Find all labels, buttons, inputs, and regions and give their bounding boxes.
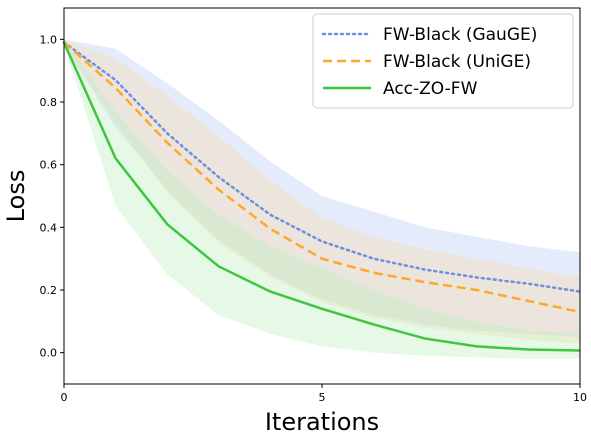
band-series-0 <box>64 39 580 337</box>
x-tick-label: 0 <box>61 391 68 404</box>
legend-box <box>312 13 574 109</box>
y-tick-label: 1.0 <box>40 33 58 46</box>
x-tick-label: 10 <box>573 391 587 404</box>
legend-label-0: FW-Black (GauGE) <box>383 25 537 45</box>
x-axis-ticks: 0 5 10 <box>61 384 587 404</box>
line-series-1 <box>63 41 581 314</box>
y-tick-label: 0.4 <box>40 221 58 234</box>
y-tick-label: 0.2 <box>40 284 58 297</box>
y-axis-ticks: 0.0 0.2 0.4 0.6 0.8 1.0 <box>40 33 64 360</box>
band-series-1 <box>64 39 580 344</box>
line-series-2 <box>62 41 581 352</box>
y-tick-label: 0.0 <box>40 347 58 360</box>
legend-label-1: FW-Black (UniGE) <box>383 52 531 72</box>
line-series-0 <box>62 41 582 293</box>
y-tick-label: 0.8 <box>40 96 58 109</box>
legend-label-2: Acc-ZO-FW <box>383 79 478 99</box>
series-lines <box>62 41 582 352</box>
x-tick-label: 5 <box>319 391 326 404</box>
x-axis-title: Iterations <box>265 408 379 434</box>
y-axis-title: Loss <box>2 170 30 223</box>
legend: FW-Black (GauGE) FW-Black (UniGE) Acc-ZO-F… <box>312 13 574 109</box>
confidence-bands <box>64 39 580 359</box>
y-tick-label: 0.6 <box>40 159 58 172</box>
band-series-2 <box>64 39 580 359</box>
